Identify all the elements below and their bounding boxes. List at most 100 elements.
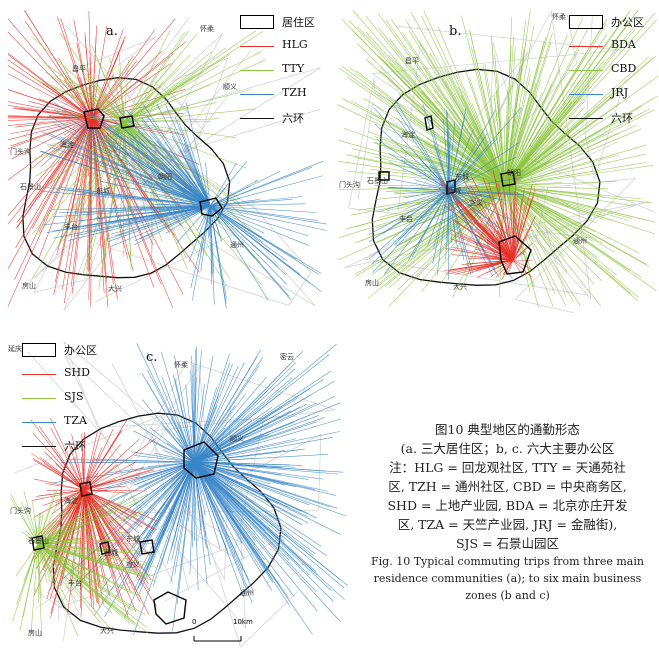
panel-b-label: b. xyxy=(449,24,462,39)
legend-label: 办公区 xyxy=(611,16,644,29)
place-label: 西城 xyxy=(104,549,118,557)
place-label: 通州 xyxy=(573,237,587,245)
map-panel-b: b. 怀柔 昌平 海淀 朝阳 门头沟 石景山 东城 西城 宣义 丰台 通州 房山 大兴 办公区 BDA CB… xyxy=(337,10,659,320)
caption-line: (a. 三大居住区；b, c. 六大主要办公区 xyxy=(400,441,615,456)
legend-line-symbol xyxy=(240,94,274,95)
legend-line-symbol xyxy=(569,94,603,95)
place-label: 密云 xyxy=(280,353,294,361)
legend-line-symbol xyxy=(22,446,56,447)
caption-line: 图10 典型地区的通勤形态 xyxy=(435,422,580,437)
hlg-residence-area xyxy=(83,108,105,129)
place-label: 石景山 xyxy=(367,177,388,185)
caption-chinese: 图10 典型地区的通勤形态 (a. 三大居住区；b, c. 六大主要办公区 注：HL… xyxy=(360,420,655,553)
place-label: 门头沟 xyxy=(10,507,31,515)
place-label: 宣义 xyxy=(126,561,140,569)
caption-line: SJS = 石景山园区 xyxy=(455,536,560,551)
place-label: 房山 xyxy=(365,279,379,287)
legend-box-symbol xyxy=(22,343,56,357)
panel-c-label: c. xyxy=(146,350,158,365)
legend-label: CBD xyxy=(611,62,637,75)
caption-line: SHD = 上地产业园, BDA = 北京亦庄开发 xyxy=(387,498,628,513)
legend-label: 六环 xyxy=(282,112,304,125)
jrj-trip-lines xyxy=(368,100,527,280)
office-area-outline xyxy=(139,539,155,555)
place-label: 海淀 xyxy=(401,131,415,139)
legend-box-symbol xyxy=(240,15,274,29)
office-area-outline xyxy=(99,541,111,555)
office-area-outline xyxy=(378,171,390,181)
place-label: 昌平 xyxy=(405,57,419,65)
bda-office-area xyxy=(498,235,532,275)
map-a-canvas xyxy=(8,10,327,311)
place-label: 怀柔 xyxy=(552,13,566,21)
place-label: 朝阳 xyxy=(507,169,521,177)
map-b-canvas xyxy=(337,10,659,314)
place-label: 海淀 xyxy=(60,141,74,149)
place-label: 延庆 xyxy=(8,345,22,353)
tzh-residence-area xyxy=(199,197,223,217)
caption-english: Fig. 10 Typical commuting trips from thr… xyxy=(360,553,655,604)
legend-line-symbol xyxy=(22,398,56,399)
place-label: 东城 xyxy=(455,173,469,181)
sixth-ring-road xyxy=(371,68,601,286)
legend-label: BDA xyxy=(611,38,636,51)
legend-label: TZH xyxy=(282,86,307,99)
place-label: 门头沟 xyxy=(10,148,31,156)
panel-a-label: a. xyxy=(106,24,118,39)
legend-line-symbol xyxy=(22,422,56,423)
scale-bar: 0 10km xyxy=(192,618,253,647)
bda-trip-lines xyxy=(438,170,536,281)
legend-line-symbol xyxy=(240,70,274,71)
caption-line: Fig. 10 Typical commuting trips from thr… xyxy=(371,555,644,568)
map-c-canvas xyxy=(10,341,349,648)
place-label: 顺义 xyxy=(230,435,244,443)
map-panel-c: c. 延庆 密云 怀柔 顺义 海淀 门头沟 石景山 东城 西城 宣义 丰台 通州 房山 大兴 办公区 SHD… xyxy=(8,338,353,650)
place-label: 怀柔 xyxy=(174,361,188,369)
place-label: 通州 xyxy=(240,589,254,597)
place-label: 丰台 xyxy=(64,223,78,231)
scale-end-label: 10km xyxy=(233,618,253,626)
legend-line-symbol xyxy=(569,118,603,119)
place-label: 大兴 xyxy=(100,627,114,635)
sjs-office-area xyxy=(31,535,45,551)
place-label: 丰台 xyxy=(399,215,413,223)
cbd-office-area xyxy=(500,171,516,187)
place-label: 东城 xyxy=(96,187,110,195)
shd-office-area xyxy=(79,481,93,497)
legend-label: 六环 xyxy=(64,440,86,453)
legend-line-symbol xyxy=(22,374,56,375)
legend-label: TZA xyxy=(64,414,87,427)
place-label: 房山 xyxy=(22,282,36,290)
caption-line: 注：HLG = 回龙观社区, TTY = 天通苑社 xyxy=(389,460,626,475)
legend-label: TTY xyxy=(282,62,305,75)
jrj-office-area xyxy=(446,179,456,195)
legend-line-symbol xyxy=(569,70,603,71)
caption-line: 区, TZA = 天竺产业园, JRJ = 金融街), xyxy=(397,517,618,532)
tza-office-area xyxy=(183,441,219,479)
legend-line-symbol xyxy=(240,118,274,119)
place-label: 昌平 xyxy=(72,65,86,73)
sixth-ring-road xyxy=(22,77,231,279)
sjs-trip-lines xyxy=(10,488,158,637)
legend-label: 办公区 xyxy=(64,344,97,357)
office-area-outline xyxy=(153,591,187,625)
place-label: 怀柔 xyxy=(200,25,214,33)
place-label: 西城 xyxy=(447,187,461,195)
office-area-outline xyxy=(424,115,434,131)
legend-label: SJS xyxy=(64,390,84,403)
place-label: 石景山 xyxy=(20,183,41,191)
legend-label: SHD xyxy=(64,366,90,379)
caption-line: residence communities (a); to six main b… xyxy=(373,572,642,585)
place-label: 朝阳 xyxy=(158,173,172,181)
place-label: 大兴 xyxy=(453,283,467,291)
place-label: 东城 xyxy=(126,535,140,543)
legend-line-symbol xyxy=(240,46,274,47)
scale-bar-graphic xyxy=(193,636,242,642)
tty-residence-area xyxy=(119,115,135,129)
legend-label: HLG xyxy=(282,38,308,51)
legend-label: JRJ xyxy=(611,86,629,99)
legend-label: 居住区 xyxy=(282,16,315,29)
caption-line: 区, TZH = 通州社区, CBD = 中央商务区, xyxy=(388,479,627,494)
legend-line-symbol xyxy=(569,46,603,47)
place-label: 海淀 xyxy=(64,497,78,505)
